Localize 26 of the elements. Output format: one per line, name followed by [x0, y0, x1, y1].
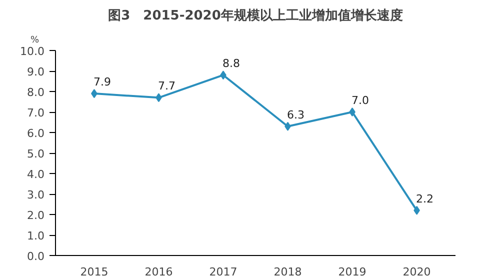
- data-label: 2.2: [416, 192, 434, 206]
- x-tick-label: 2018: [274, 266, 302, 278]
- x-tick-label: 2017: [209, 266, 238, 278]
- y-tick-label: 6.0: [27, 127, 45, 140]
- data-label: 7.0: [352, 94, 370, 107]
- y-tick-label: 8.0: [27, 86, 45, 99]
- y-tick-label: 5.0: [27, 148, 45, 160]
- data-label: 6.3: [287, 108, 305, 122]
- data-label: 7.9: [93, 76, 111, 89]
- y-tick-label: 0.0: [27, 250, 45, 263]
- chart-title: 图3 2015-2020年规模以上工业增加值增长速度: [108, 8, 403, 24]
- y-tick-label: 2.0: [27, 209, 45, 222]
- x-tick-label: 2016: [144, 266, 173, 278]
- x-tick-label: 2015: [80, 266, 108, 278]
- y-tick-label: 3.0: [27, 188, 45, 202]
- y-tick-label: 4.0: [27, 168, 45, 181]
- x-tick-label: 2020: [402, 266, 431, 278]
- y-axis-title: %: [30, 36, 40, 46]
- x-tick-label: 2019: [338, 266, 366, 278]
- point: [349, 108, 356, 116]
- y-tick-label: 7.0: [27, 106, 45, 120]
- data-label: 8.8: [222, 57, 240, 70]
- y-tick-label: 9.0: [27, 66, 45, 78]
- y-tick-label: 1.0: [27, 230, 45, 242]
- data-label: 7.7: [158, 80, 176, 93]
- y-tick-label: 10.0: [20, 45, 45, 58]
